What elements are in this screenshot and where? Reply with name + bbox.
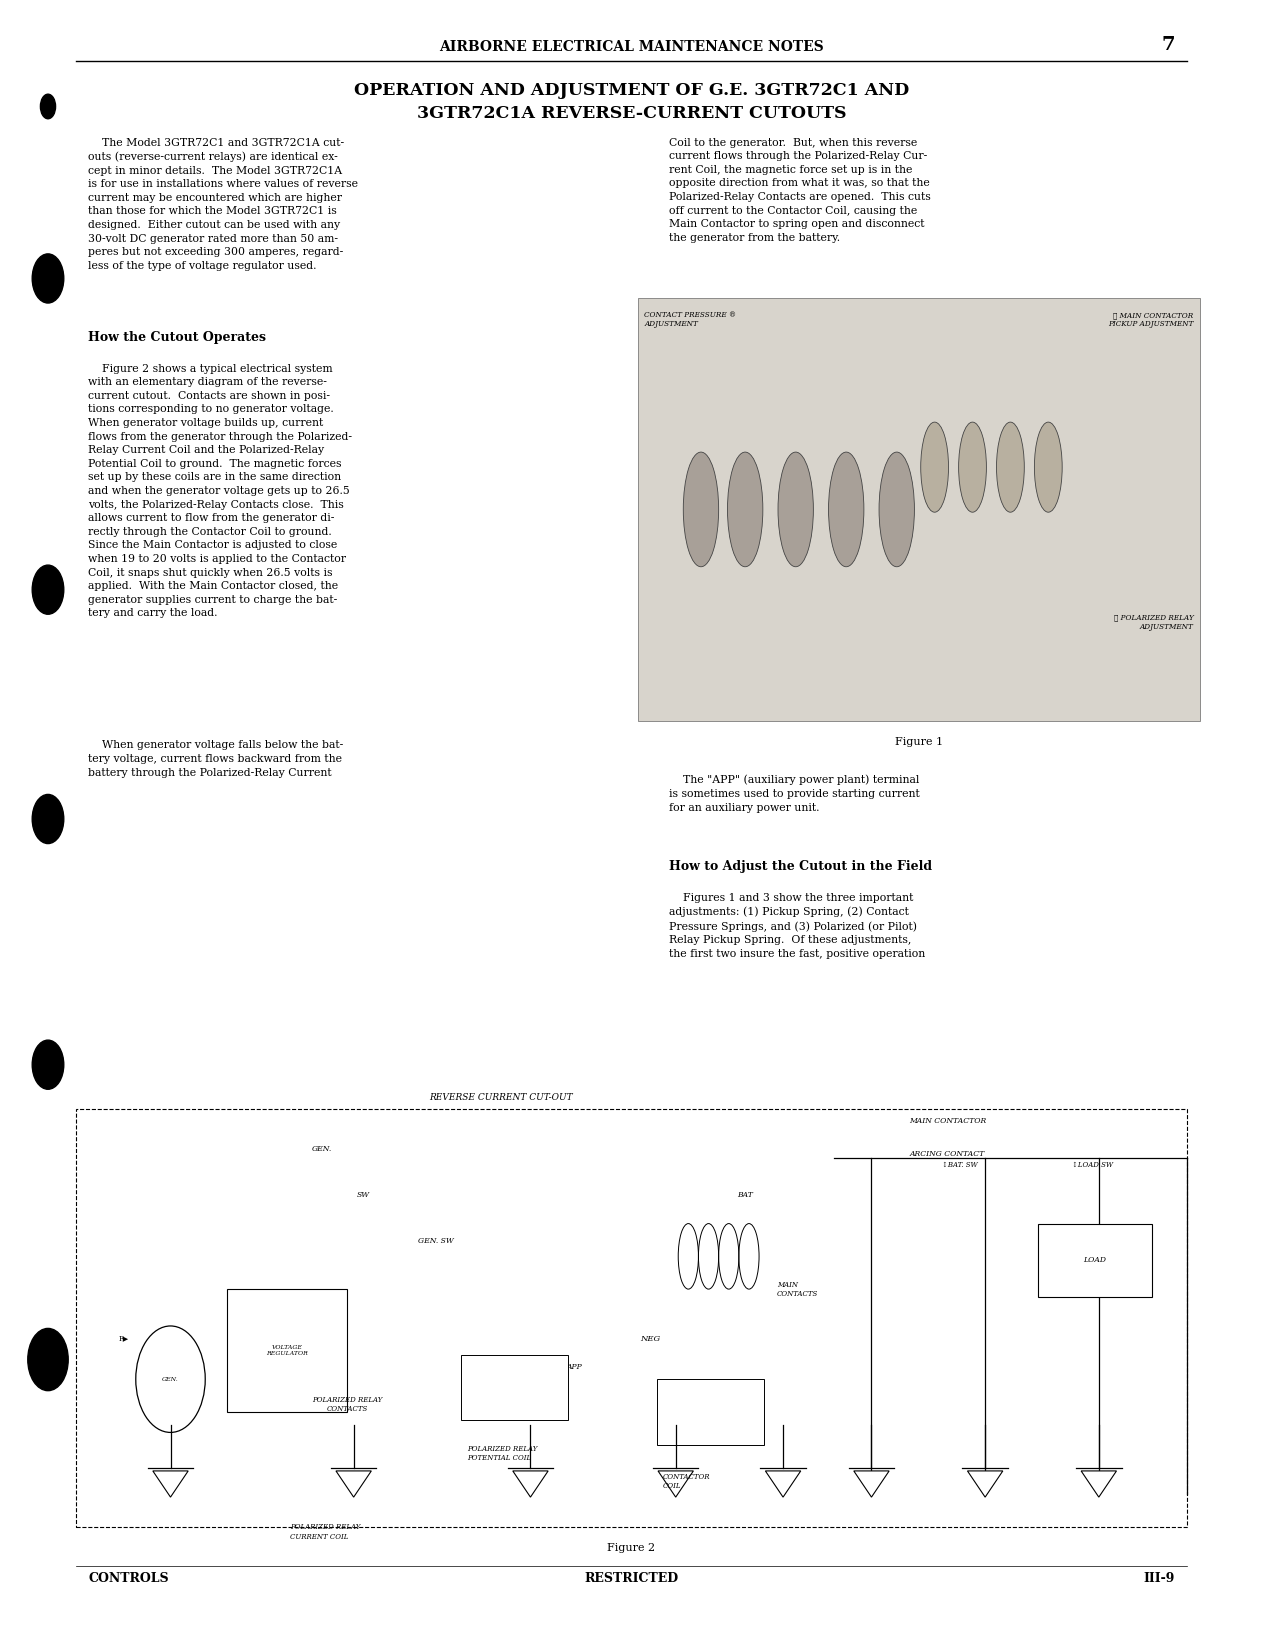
Bar <box>1038 1224 1152 1297</box>
Text: RESTRICTED: RESTRICTED <box>585 1572 678 1586</box>
Ellipse shape <box>959 423 986 513</box>
Ellipse shape <box>1034 423 1062 513</box>
Text: Figures 1 and 3 show the three important
adjustments: (1) Pickup Spring, (2) Con: Figures 1 and 3 show the three important… <box>669 893 926 958</box>
Text: GEN. SW: GEN. SW <box>418 1237 453 1245</box>
Text: ↕BAT. SW: ↕BAT. SW <box>942 1161 978 1170</box>
Text: ↕LOAD SW: ↕LOAD SW <box>1072 1161 1113 1170</box>
FancyBboxPatch shape <box>76 1109 1187 1527</box>
Text: 7: 7 <box>1161 36 1175 54</box>
Ellipse shape <box>829 452 864 567</box>
Ellipse shape <box>136 1327 205 1432</box>
Ellipse shape <box>28 1328 68 1391</box>
Text: Coil to the generator.  But, when this reverse
current flows through the Polariz: Coil to the generator. But, when this re… <box>669 138 931 242</box>
Polygon shape <box>513 1471 548 1497</box>
Text: NEG: NEG <box>640 1335 661 1343</box>
Text: SW: SW <box>357 1191 370 1199</box>
Ellipse shape <box>33 1040 63 1089</box>
Text: Figure 1: Figure 1 <box>894 737 943 747</box>
Text: Figure 2: Figure 2 <box>608 1543 655 1553</box>
Text: 3GTR72C1A REVERSE-CURRENT CUTOUTS: 3GTR72C1A REVERSE-CURRENT CUTOUTS <box>417 105 846 121</box>
Text: GEN.: GEN. <box>162 1376 179 1382</box>
Ellipse shape <box>778 452 813 567</box>
Text: POLARIZED RELAY
CONTACTS: POLARIZED RELAY CONTACTS <box>312 1396 383 1414</box>
Text: CONTACTOR
COIL: CONTACTOR COIL <box>663 1473 711 1491</box>
Polygon shape <box>153 1471 188 1497</box>
Text: POLARIZED RELAY
CURRENT COIL: POLARIZED RELAY CURRENT COIL <box>290 1523 361 1541</box>
Text: AIRBORNE ELECTRICAL MAINTENANCE NOTES: AIRBORNE ELECTRICAL MAINTENANCE NOTES <box>440 39 823 54</box>
Text: ① MAIN CONTACTOR
PICKUP ADJUSTMENT: ① MAIN CONTACTOR PICKUP ADJUSTMENT <box>1108 311 1194 329</box>
Ellipse shape <box>33 794 63 844</box>
Ellipse shape <box>921 423 949 513</box>
Ellipse shape <box>727 452 763 567</box>
Text: OPERATION AND ADJUSTMENT OF G.E. 3GTR72C1 AND: OPERATION AND ADJUSTMENT OF G.E. 3GTR72C… <box>354 82 909 98</box>
Ellipse shape <box>997 423 1024 513</box>
Polygon shape <box>765 1471 801 1497</box>
Ellipse shape <box>879 452 914 567</box>
Text: F▶: F▶ <box>119 1335 129 1342</box>
Text: Figure 2 shows a typical electrical system
with an elementary diagram of the rev: Figure 2 shows a typical electrical syst… <box>88 364 352 619</box>
Text: CONTACT PRESSURE ®
ADJUSTMENT: CONTACT PRESSURE ® ADJUSTMENT <box>644 311 736 329</box>
Bar <box>657 1379 764 1445</box>
Ellipse shape <box>33 254 63 303</box>
Text: How to Adjust the Cutout in the Field: How to Adjust the Cutout in the Field <box>669 860 932 873</box>
Ellipse shape <box>40 93 56 120</box>
Text: The "APP" (auxiliary power plant) terminal
is sometimes used to provide starting: The "APP" (auxiliary power plant) termin… <box>669 775 921 812</box>
Polygon shape <box>336 1471 371 1497</box>
Text: CONTROLS: CONTROLS <box>88 1572 169 1586</box>
Text: LOAD: LOAD <box>1084 1256 1106 1265</box>
Ellipse shape <box>683 452 719 567</box>
Text: MAIN
CONTACTS: MAIN CONTACTS <box>777 1281 818 1299</box>
Bar <box>461 1355 568 1420</box>
Text: ③ POLARIZED RELAY
ADJUSTMENT: ③ POLARIZED RELAY ADJUSTMENT <box>1114 613 1194 631</box>
Text: The Model 3GTR72C1 and 3GTR72C1A cut-
outs (reverse-current relays) are identica: The Model 3GTR72C1 and 3GTR72C1A cut- ou… <box>88 138 359 270</box>
Polygon shape <box>854 1471 889 1497</box>
Polygon shape <box>658 1471 693 1497</box>
Text: VOLTAGE
REGULATOR: VOLTAGE REGULATOR <box>266 1345 308 1356</box>
Text: BAT: BAT <box>738 1191 753 1199</box>
Text: When generator voltage falls below the bat-
tery voltage, current flows backward: When generator voltage falls below the b… <box>88 740 344 778</box>
Bar <box>638 298 1200 721</box>
Text: GEN.: GEN. <box>312 1145 332 1153</box>
Polygon shape <box>967 1471 1003 1497</box>
Text: How the Cutout Operates: How the Cutout Operates <box>88 331 266 344</box>
Text: POLARIZED RELAY
POTENTIAL COIL: POLARIZED RELAY POTENTIAL COIL <box>467 1445 538 1463</box>
Text: MAIN CONTACTOR: MAIN CONTACTOR <box>909 1117 986 1125</box>
Text: III-9: III-9 <box>1143 1572 1175 1586</box>
Text: APP: APP <box>567 1363 582 1371</box>
Polygon shape <box>1081 1471 1116 1497</box>
Ellipse shape <box>33 565 63 614</box>
Text: REVERSE CURRENT CUT-OUT: REVERSE CURRENT CUT-OUT <box>429 1094 573 1102</box>
Bar <box>227 1289 347 1412</box>
Text: ARCING CONTACT: ARCING CONTACT <box>909 1150 985 1158</box>
